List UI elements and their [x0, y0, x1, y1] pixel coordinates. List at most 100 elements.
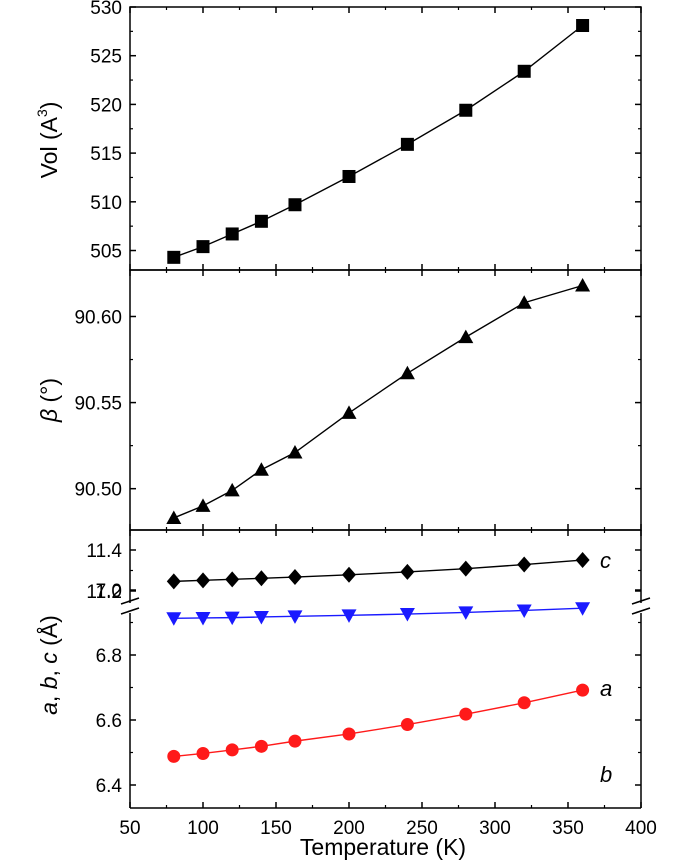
a-series-point — [458, 606, 474, 620]
c-series-point — [287, 569, 302, 586]
b-series-point — [167, 749, 181, 763]
lattice-ytick-lower-tick-label: 6.8 — [96, 646, 122, 667]
c-series-point — [196, 572, 210, 589]
lattice-ytick-upper-tick-label: 11.4 — [86, 541, 122, 562]
tick-labels: 505 510 515 520 525 530 90.50 90.55 90.60 11.2 11.… — [74, 0, 656, 839]
vol-axis-title-main: Vol (A — [36, 116, 62, 178]
c-series-point — [166, 573, 181, 590]
vol-ytick-tick-label: 515 — [90, 144, 122, 165]
b-series-point — [254, 739, 268, 753]
vol-ytick-tick-label: 525 — [90, 47, 122, 68]
b-series-point — [342, 727, 356, 741]
axis-break-mark — [120, 607, 140, 615]
beta-series-point — [195, 498, 211, 512]
a-series-line — [173, 607, 583, 619]
a-series-point — [253, 610, 269, 625]
c-series-point — [517, 556, 532, 573]
a-series-point — [399, 608, 415, 622]
beta-series-point — [166, 510, 182, 524]
beta-series-point — [575, 277, 591, 292]
b-series-point — [225, 743, 239, 757]
vol-series-point — [400, 137, 414, 151]
beta-axis-title: β (°) — [36, 378, 62, 423]
vol-ytick-tick-label: 510 — [90, 193, 122, 214]
lattice-axis-title-b: b — [36, 676, 62, 689]
lattice-axis-title-c: c — [36, 652, 62, 664]
vol-ytick-tick-label: 505 — [90, 242, 122, 263]
x-tick-label: 50 — [119, 818, 140, 839]
beta-axis-title-greek: β — [36, 409, 62, 423]
beta-series-line — [173, 284, 583, 519]
beta-ytick-tick-label: 90.50 — [74, 480, 122, 501]
x-tick-label: 100 — [187, 818, 219, 839]
vol-axis-title-end: ) — [36, 102, 62, 110]
c-series-point — [254, 570, 269, 587]
a-series-point — [166, 612, 182, 626]
vol-axis-title: Vol (A3) — [34, 102, 62, 179]
b-series-point — [517, 696, 531, 710]
c-series-line — [173, 559, 583, 583]
b-series-point — [459, 707, 473, 721]
a-series-point — [195, 611, 211, 626]
beta-series-point — [516, 295, 532, 309]
lattice-axis-title-sep1: , — [36, 689, 62, 702]
vol-series-point — [225, 227, 239, 241]
data-markers — [166, 19, 591, 763]
vol-series-point — [517, 64, 531, 78]
b-series-point — [400, 718, 414, 732]
b-series-point — [576, 683, 590, 697]
c-series-point — [225, 571, 240, 588]
c-series-point — [575, 552, 590, 569]
beta-series-point — [224, 482, 240, 497]
series-label-a: a — [600, 676, 612, 701]
vol-axis-title-sup: 3 — [34, 109, 50, 117]
b-series-point — [196, 746, 210, 760]
c-series-point — [400, 563, 415, 580]
panel-frames — [120, 6, 651, 809]
vol-ytick-tick-label: 530 — [90, 0, 122, 19]
lattice-axis-title-unit: (Å) — [35, 615, 62, 652]
vol-series-point — [576, 19, 590, 33]
vol-series-point — [288, 198, 302, 212]
axis-break-mark — [631, 597, 651, 605]
b-series-point — [288, 734, 302, 748]
beta-series-point — [458, 329, 474, 344]
x-tick-label: 200 — [333, 818, 365, 839]
x-tick-label: 250 — [406, 818, 438, 839]
vol-series-point — [167, 250, 181, 264]
vol-series-point — [342, 169, 356, 183]
beta-ytick-tick-label: 90.60 — [74, 307, 122, 328]
x-tick-label: 350 — [552, 818, 584, 839]
x-tick-label: 150 — [260, 818, 292, 839]
series-label-c: c — [600, 548, 611, 573]
a-series-point — [287, 610, 303, 624]
b-series-line — [173, 689, 583, 758]
c-series-point — [342, 566, 356, 583]
vol-series-point — [196, 240, 210, 254]
panel-frame-1 — [129, 6, 642, 271]
lattice-ytick-lower-tick-label: 7.0 — [96, 581, 122, 602]
x-tick-label: 300 — [479, 818, 511, 839]
lattice-axis-title-sep2: , — [36, 664, 62, 677]
a-series-point — [224, 611, 240, 626]
a-series-point — [341, 609, 357, 623]
series-label-b: b — [600, 762, 612, 787]
beta-ytick-tick-label: 90.55 — [74, 394, 122, 415]
panel-frame-2 — [129, 269, 642, 531]
lattice-ytick-lower-tick-label: 6.4 — [96, 776, 123, 797]
beta-series-point — [253, 462, 269, 476]
beta-axis-title-rest: (°) — [36, 378, 62, 409]
axis-break-mark — [631, 607, 651, 615]
vol-ytick-tick-label: 520 — [90, 95, 122, 116]
x-tick-label: 400 — [625, 818, 657, 839]
a-series-point — [516, 604, 532, 618]
vol-series-line — [173, 24, 584, 258]
beta-series-point — [399, 365, 415, 380]
lattice-axis-title: a, b, c (Å) — [35, 615, 62, 715]
axis-ticks — [129, 6, 642, 808]
vol-series-point — [254, 214, 268, 228]
beta-series-point — [341, 405, 357, 419]
series-lines — [173, 24, 584, 758]
beta-series-point — [287, 445, 303, 459]
